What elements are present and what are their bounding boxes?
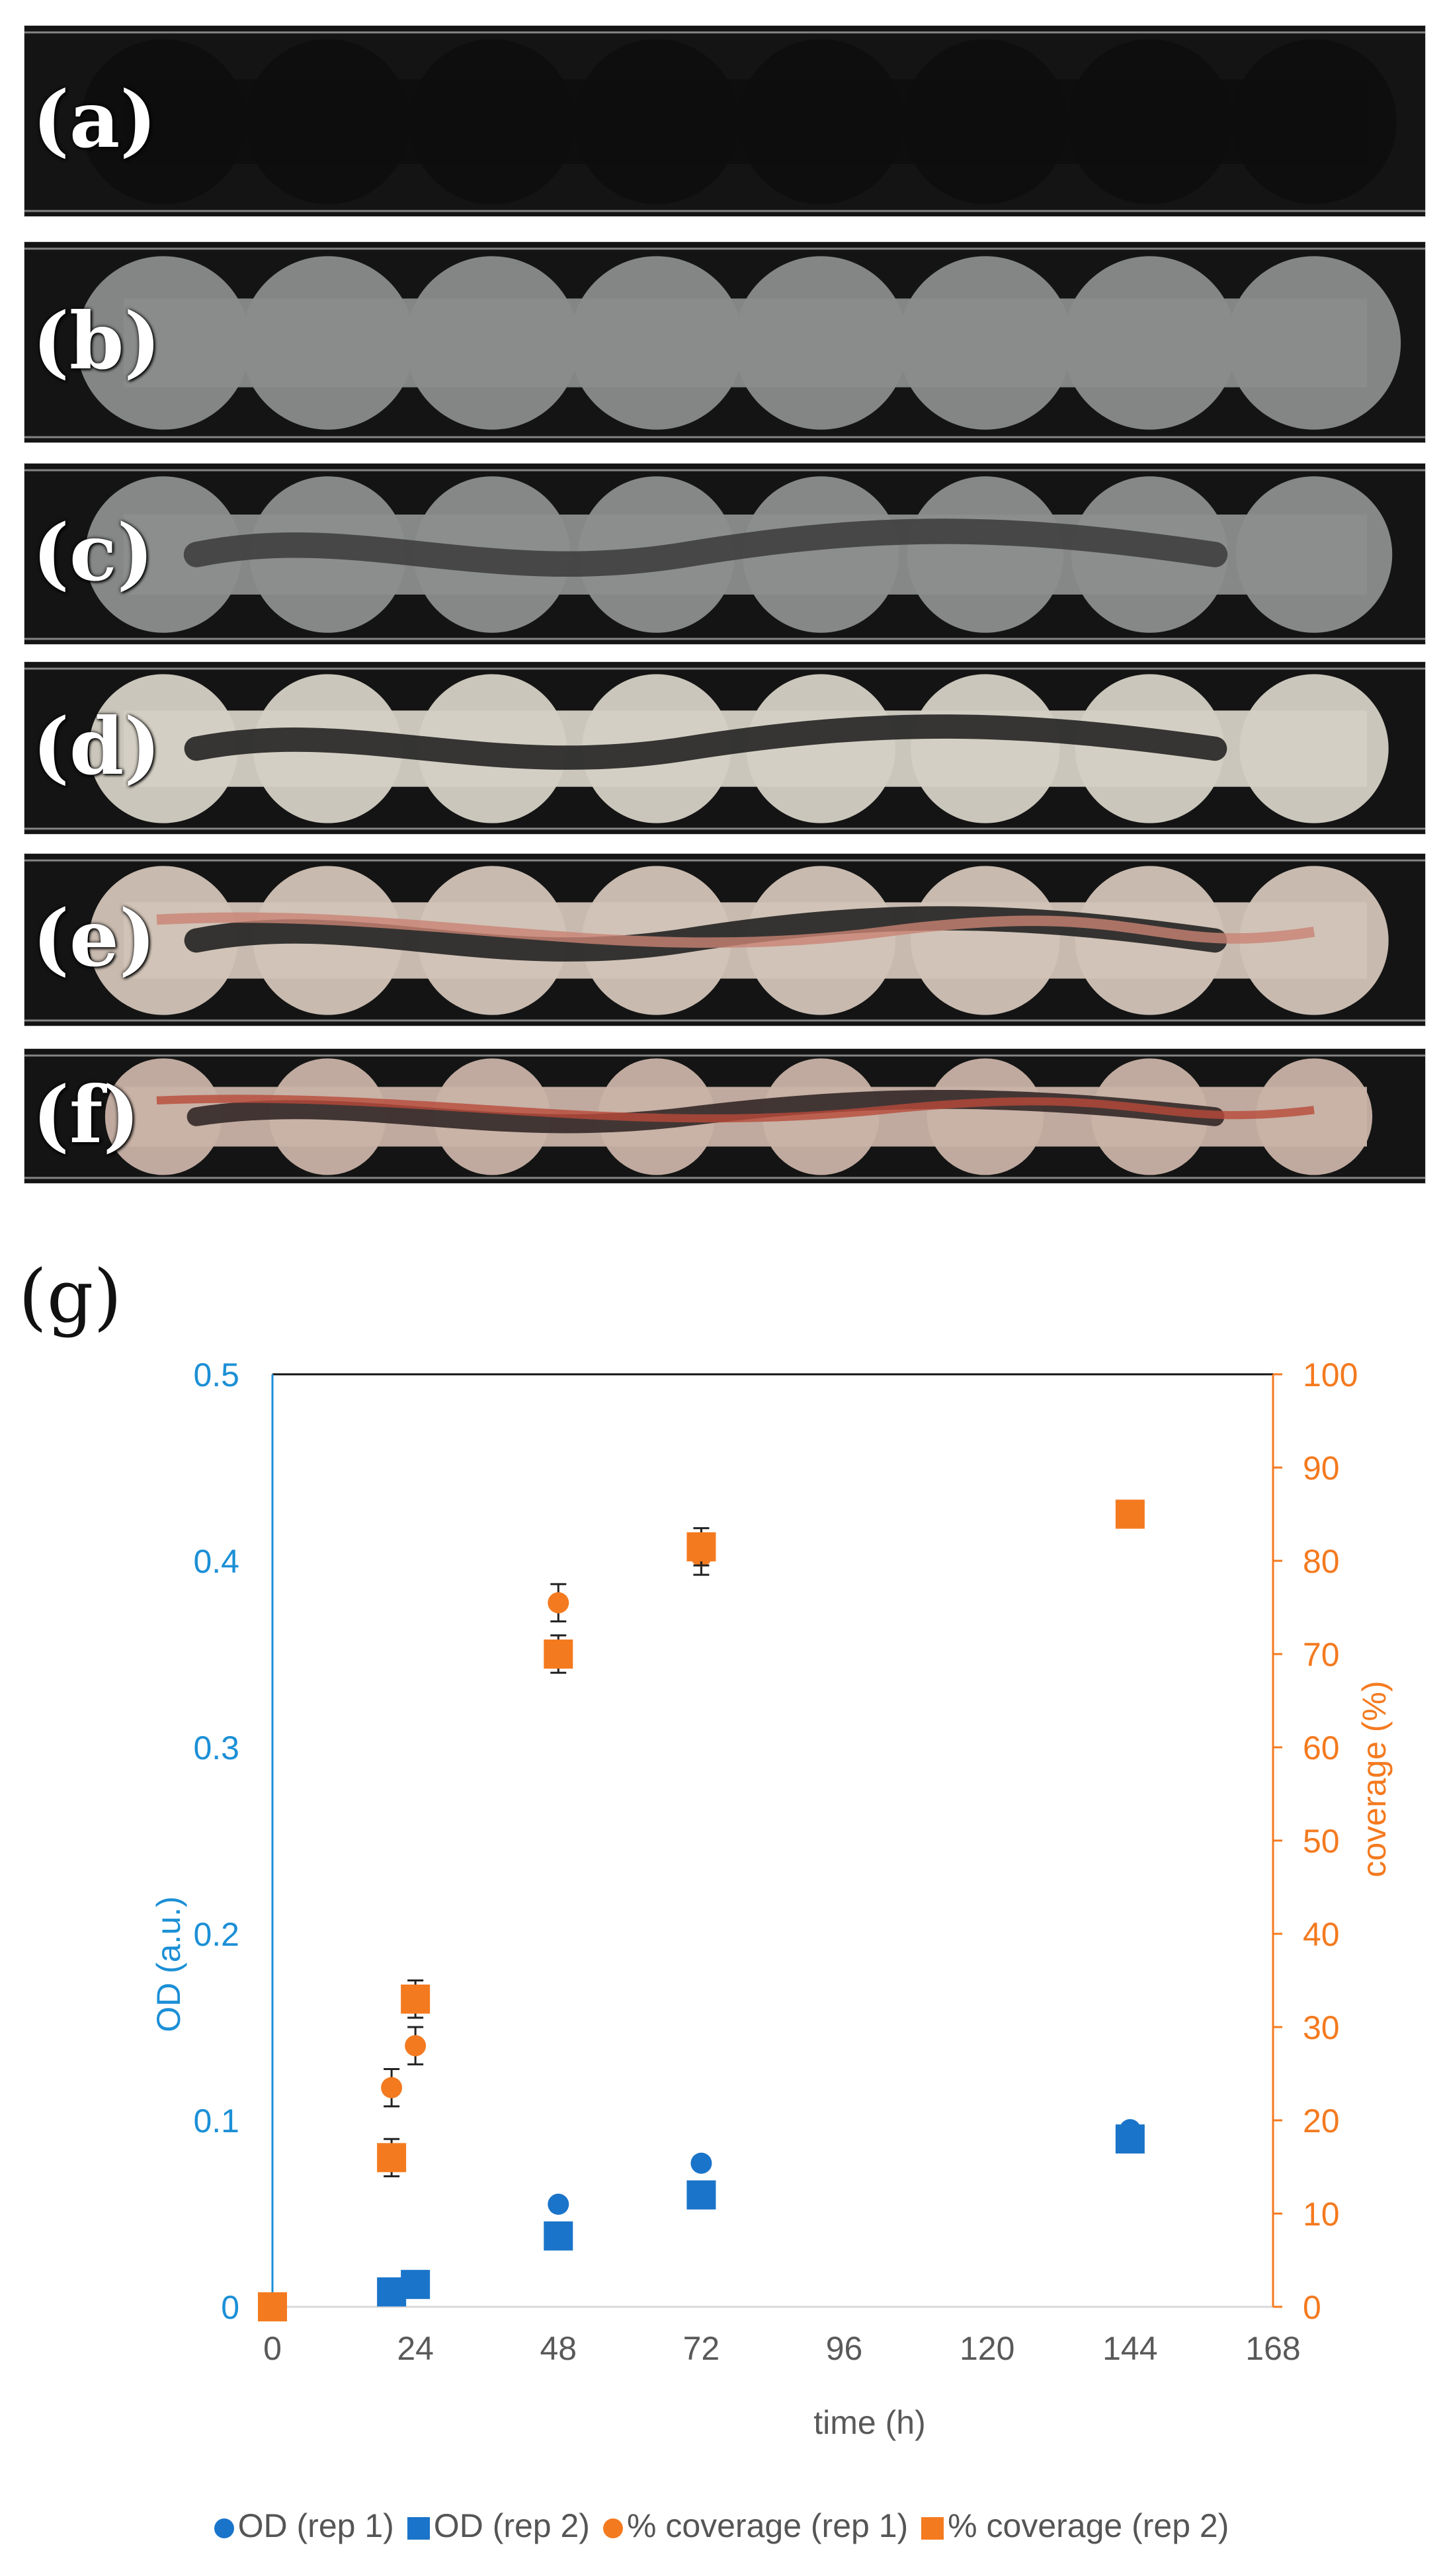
square-marker-icon [921,2516,944,2540]
right-tick-label: 20 [1303,2102,1340,2140]
photo-panel-b: (b) [24,241,1426,443]
right-tick-label: 0 [1303,2289,1321,2326]
panel-label: (d) [32,700,161,792]
x-tick-label: 24 [397,2330,434,2367]
right-tick-label: 100 [1303,1356,1358,1393]
data-point [1115,1499,1145,1529]
data-point [401,1984,431,2014]
legend-label: % coverage (rep 1) [626,2507,909,2544]
x-tick-label: 168 [1245,2330,1300,2367]
left-tick-label: 0.2 [193,1916,239,1953]
circle-marker-icon [602,2518,623,2538]
panel-label: (c) [32,506,154,599]
right-tick-label: 60 [1303,1729,1340,1766]
photo-panel-a: (a) [24,25,1426,217]
circle-marker-icon [214,2518,234,2538]
x-tick-label: 96 [826,2330,863,2367]
data-point [405,2035,427,2057]
legend-label: OD (rep 2) [433,2507,590,2544]
data-point [548,2193,569,2215]
right-tick-label: 80 [1303,1543,1340,1580]
data-point [258,2292,287,2321]
legend-item: OD (rep 2) [407,2507,590,2545]
data-point [401,2270,431,2300]
left-tick-label: 0.3 [193,1729,239,1766]
legend-item: % coverage (rep 1) [602,2507,909,2545]
x-axis-ticks: 0 24 48 72 96 120 144 168 [263,2330,1301,2367]
x-tick-label: 144 [1102,2330,1157,2367]
data-point [686,1532,716,1561]
data-point [1115,2124,1145,2154]
legend-item: % coverage (rep 2) [921,2507,1229,2545]
right-axis-title: coverage (%) [1356,1681,1393,1877]
photo-panel-d: (d) [24,661,1426,835]
data-points [258,1499,1145,2321]
chart-legend: OD (rep 1) OD (rep 2) % coverage (rep 1) % … [0,2507,1443,2545]
photo-panel-e: (e) [24,853,1426,1026]
x-tick-label: 72 [683,2330,720,2367]
panel-label: (e) [32,892,156,984]
x-tick-label: 48 [540,2330,577,2367]
x-tick-label: 0 [263,2330,282,2367]
square-marker-icon [407,2516,430,2540]
data-point [690,2152,712,2174]
panel-label: (a) [32,73,157,165]
data-point [381,2077,403,2098]
od-coverage-chart: 0 24 48 72 96 120 144 168 0 0.1 0.2 0.3 0.4 0.5 0 10 2… [150,1356,1393,2441]
right-axis-ticks: 0 10 20 30 40 50 60 70 80 90 100 [1273,1356,1358,2326]
left-tick-label: 0.1 [193,2102,239,2140]
right-tick-label: 40 [1303,1916,1340,1953]
right-tick-label: 70 [1303,1636,1340,1673]
left-axis-title: OD (a.u.) [150,1896,187,2032]
right-tick-label: 50 [1303,1823,1340,1860]
x-axis-title: time (h) [813,2404,925,2441]
legend-label: % coverage (rep 2) [948,2507,1229,2544]
data-point [544,1640,573,1669]
legend-item: OD (rep 1) [214,2507,394,2545]
legend-label: OD (rep 1) [237,2507,394,2544]
right-tick-label: 10 [1303,2196,1340,2233]
data-point [544,2221,573,2251]
left-tick-label: 0.5 [193,1356,239,1393]
left-tick-label: 0 [221,2289,239,2326]
series-3 [258,1499,1145,2321]
panel-label: (f) [32,1068,140,1161]
panel-label-g: (g) [19,1254,122,1339]
panel-label: (b) [32,294,161,387]
x-tick-label: 120 [960,2330,1014,2367]
right-tick-label: 90 [1303,1450,1340,1487]
left-tick-label: 0.4 [193,1543,239,1580]
data-point [377,2143,407,2173]
data-point [686,2180,716,2210]
left-axis-ticks: 0 0.1 0.2 0.3 0.4 0.5 [193,1356,239,2326]
right-tick-label: 30 [1303,2009,1340,2046]
plot-frame [271,1373,1274,2308]
data-point [548,1592,569,1614]
photo-panel-f: (f) [24,1048,1426,1184]
photo-panel-c: (c) [24,463,1426,645]
